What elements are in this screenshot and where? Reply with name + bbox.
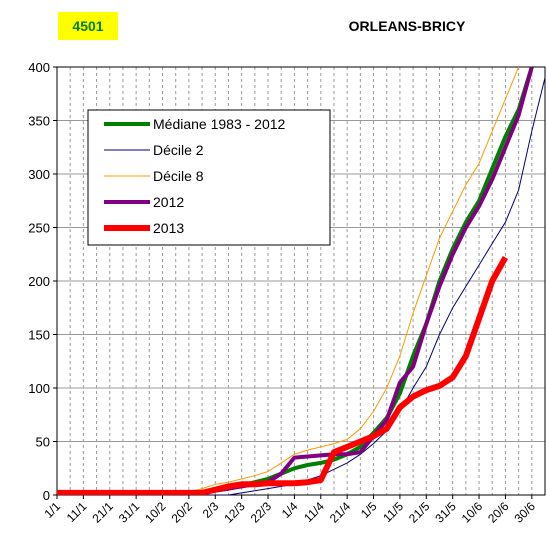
x-tick-label: 12/3 xyxy=(221,499,248,526)
legend-label: Médiane 1983 - 2012 xyxy=(153,116,286,132)
y-tick-label: 200 xyxy=(28,274,50,289)
y-tick-label: 100 xyxy=(28,381,50,396)
series-line xyxy=(57,256,509,495)
x-tick-label: 20/6 xyxy=(485,499,512,526)
y-tick-label: 400 xyxy=(28,60,50,75)
chart-title: ORLEANS-BRICY xyxy=(349,18,466,34)
y-tick-label: 0 xyxy=(43,488,50,503)
y-tick-label: 150 xyxy=(28,328,50,343)
x-tick-label: 11/5 xyxy=(380,499,406,525)
y-tick-label: 50 xyxy=(36,435,50,450)
x-tick-label: 21/4 xyxy=(327,499,354,526)
legend-label: Décile 2 xyxy=(153,142,204,158)
station-box xyxy=(58,12,118,40)
x-tick-label: 1/5 xyxy=(358,499,380,521)
plot-border xyxy=(56,66,546,496)
legend-label: Décile 8 xyxy=(153,168,204,184)
y-tick-label: 250 xyxy=(28,221,50,236)
x-tick-label: 20/2 xyxy=(169,499,196,526)
y-tick-label: 300 xyxy=(28,167,50,182)
x-tick-label: 22/3 xyxy=(248,499,275,526)
x-tick-label: 21/1 xyxy=(89,499,116,526)
x-tick-label: 31/1 xyxy=(116,499,143,526)
legend-label: 2012 xyxy=(153,194,184,210)
x-tick-label: 31/5 xyxy=(432,499,459,526)
x-tick-label: 30/6 xyxy=(512,499,539,526)
legend-label: 2013 xyxy=(153,220,184,236)
x-tick-label: 21/5 xyxy=(406,499,433,526)
x-tick-label: 1/4 xyxy=(279,499,301,521)
x-tick-label: 11/4 xyxy=(301,499,327,525)
x-tick-label: 2/3 xyxy=(200,499,222,521)
x-tick-label: 10/6 xyxy=(459,499,486,526)
x-tick-label: 11/1 xyxy=(64,499,90,525)
x-tick-label: 10/2 xyxy=(142,499,169,526)
station-code: 4501 xyxy=(72,18,103,34)
legend-box xyxy=(87,109,331,246)
y-tick-label: 350 xyxy=(28,114,50,129)
